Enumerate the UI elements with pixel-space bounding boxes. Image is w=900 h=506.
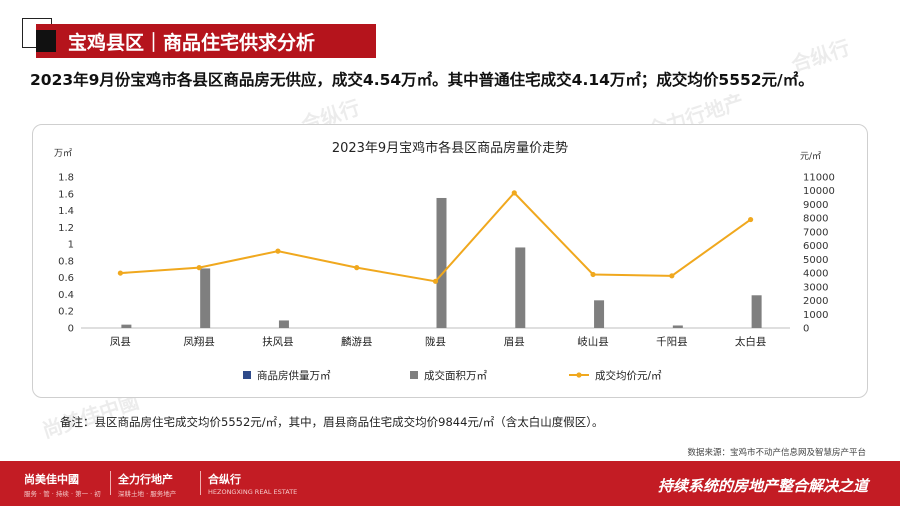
footnote: 备注：县区商品房住宅成交均价5552元/㎡，其中，眉县商品住宅成交均价9844元… [60, 415, 604, 429]
price-point [275, 248, 281, 254]
right-tick-label: 5000 [803, 255, 828, 266]
left-tick-label: 1 [68, 240, 74, 251]
right-tick-label: 9000 [803, 200, 828, 211]
x-tick-label: 凤县 [110, 336, 131, 348]
legend-label: 成交面积万㎡ [424, 369, 487, 382]
right-tick-label: 4000 [803, 269, 828, 280]
bar-deal-area [278, 320, 289, 328]
legend-label: 成交均价元/㎡ [595, 369, 662, 382]
left-tick-label: 1.4 [58, 206, 74, 217]
price-point [748, 216, 754, 223]
footer-separator [110, 471, 111, 495]
right-tick-label: 1000 [803, 310, 828, 321]
legend-swatch-marker [576, 372, 582, 378]
price-point [669, 273, 675, 279]
price-point [117, 270, 123, 276]
price-point [590, 271, 596, 278]
legend-label: 商品房供量万㎡ [257, 369, 331, 382]
footer-slogan: 持续系统的房地产整合解决之道 [657, 477, 868, 495]
right-tick-label: 2000 [803, 296, 828, 307]
chart-panel [32, 124, 868, 398]
left-tick-label: 0 [68, 324, 74, 335]
chart-title: 2023年9月宝鸡市各县区商品房量价走势 [332, 140, 568, 156]
right-tick-label: 8000 [803, 214, 828, 225]
left-tick-label: 0.8 [58, 256, 74, 267]
right-tick-label: 7000 [803, 227, 828, 238]
bar-deal-area [121, 324, 132, 328]
x-tick-label: 扶风县 [262, 335, 294, 348]
right-tick-label: 3000 [803, 282, 828, 293]
footer-logo-hezongxing-tagline: HEZONGXING REAL ESTATE [208, 488, 298, 496]
legend-swatch [243, 371, 251, 379]
price-point [432, 278, 439, 284]
left-tick-label: 1.2 [58, 223, 74, 234]
right-axis-unit: 元/㎡ [800, 151, 821, 162]
left-tick-label: 1.6 [58, 189, 74, 200]
price-point [354, 265, 360, 271]
x-tick-label: 千阳县 [656, 336, 688, 348]
data-source: 数据来源：宝鸡市不动产信息网及智慧房产平台 [687, 448, 866, 458]
right-tick-label: 0 [803, 324, 809, 335]
footer-logo-quanlixing-tagline: 深耕土地 · 服务地产 [118, 490, 177, 498]
x-tick-label: 麟游县 [341, 335, 373, 348]
bar-deal-area [200, 268, 211, 328]
page-title: 宝鸡县区｜商品住宅供求分析 [68, 32, 316, 54]
bar-deal-area [515, 247, 526, 328]
legend-swatch [410, 371, 418, 379]
left-tick-label: 1.8 [58, 173, 74, 184]
left-tick-label: 0.4 [58, 290, 74, 301]
left-tick-label: 0.2 [58, 307, 74, 318]
x-tick-label: 凤翔县 [183, 335, 215, 348]
bar-deal-area [436, 197, 447, 328]
footer-logo-hezongxing: 合纵行 [208, 473, 241, 486]
bar-deal-area [672, 325, 683, 328]
price-point [196, 265, 202, 271]
header-deco-mark [36, 30, 56, 52]
right-tick-label: 6000 [803, 241, 828, 252]
x-tick-label: 岐山县 [577, 335, 609, 348]
left-axis-unit: 万㎡ [54, 148, 72, 159]
header-bar [36, 24, 376, 58]
summary-text: 2023年9月份宝鸡市各县区商品房无供应，成交4.54万㎡。其中普通住宅成交4.… [30, 71, 814, 89]
left-tick-label: 0.6 [58, 273, 74, 284]
price-point [511, 190, 517, 196]
footer-logo-shangmeijia-tagline: 服务 · 管 · 持续 · 第一 · 初 [24, 490, 101, 498]
x-tick-label: 眉县 [504, 336, 525, 348]
bar-deal-area [594, 300, 605, 328]
bar-deal-area [751, 295, 762, 328]
footer-separator [200, 471, 201, 495]
footer-logo-shangmeijia: 尚美佳中國 [24, 473, 79, 486]
x-tick-label: 陇县 [425, 335, 446, 348]
footer-logo-quanlixing: 全力行地产 [118, 473, 173, 486]
footer-bar: 尚美佳中國 服务 · 管 · 持续 · 第一 · 初 全力行地产 深耕土地 · … [0, 461, 900, 506]
x-tick-label: 太白县 [735, 335, 767, 348]
price-line [120, 191, 752, 283]
right-tick-label: 11000 [803, 173, 835, 184]
right-tick-label: 10000 [803, 186, 835, 197]
